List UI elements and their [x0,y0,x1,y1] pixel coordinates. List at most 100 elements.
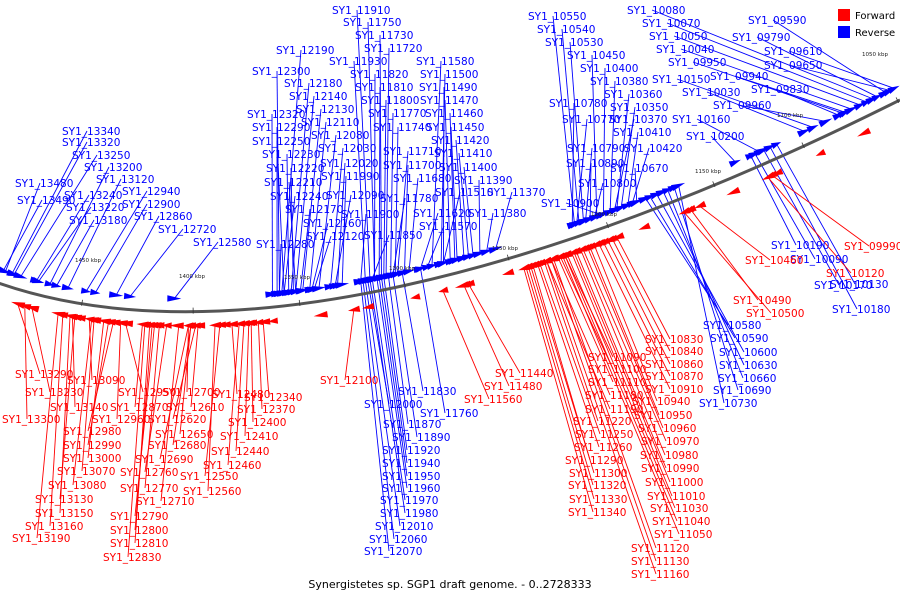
reverse-gene-glyph [402,269,415,276]
reverse-gene-label: SY1_11920 [382,445,440,457]
label-leader-line [680,48,852,110]
legend-forward-swatch [838,9,850,21]
label-leader-line [550,259,657,562]
label-leader-line [769,146,858,310]
forward-gene-glyph [225,320,239,328]
label-leader-line [468,284,521,374]
reverse-gene-label: SY1_10660 [718,373,776,385]
label-leader-line [598,243,671,390]
forward-gene-label: SY1_13300 [2,414,60,426]
label-leader-line [678,185,725,404]
label-leader-line [392,197,406,275]
label-leader-line [309,121,327,290]
forward-gene-label: SY1_11050 [654,529,712,541]
forward-gene-label: SY1_12680 [148,440,206,452]
reverse-gene-label: SY1_11970 [380,495,438,507]
forward-gene-label: SY1_12560 [183,486,241,498]
label-leader-line [772,19,886,93]
label-leader-line [190,325,199,408]
label-leader-line [706,91,805,132]
reverse-gene-label: SY1_10900 [541,198,599,210]
reverse-gene-label: SY1_09950 [668,57,726,69]
scale-tick-mark [712,181,716,188]
reverse-gene-label: SY1_09830 [751,84,809,96]
forward-gene-label: SY1_11330 [569,494,627,506]
forward-gene-glyph [218,321,231,328]
forward-gene-label: SY1_12340 [244,392,302,404]
label-leader-line [20,154,98,277]
reverse-gene-label: SY1_11370 [487,187,545,199]
reverse-gene-label: SY1_12220 [266,163,324,175]
reverse-gene-label: SY1_13200 [84,162,142,174]
label-leader-line [616,237,671,340]
forward-gene-label: SY1_11320 [568,480,626,492]
reverse-gene-label: SY1_10590 [710,333,768,345]
forward-gene-label: SY1_12830 [103,552,161,564]
reverse-gene-glyph [328,283,342,290]
label-leader-line [231,324,238,395]
reverse-gene-label: SY1_10350 [610,102,668,114]
forward-gene-label: SY1_10970 [641,436,699,448]
label-leader-line [776,143,856,285]
reverse-gene-label: SY1_10890 [566,158,624,170]
label-leader-line [478,179,481,254]
reverse-gene-glyph [13,271,28,279]
reverse-gene-label: SY1_11950 [382,471,440,483]
forward-gene-label: SY1_11130 [631,556,689,568]
forward-gene-label: SY1_11040 [652,516,710,528]
forward-gene-glyph [267,317,279,324]
label-leader-line [334,194,352,286]
label-leader-line [673,187,739,391]
forward-gene-glyph [678,207,691,215]
reverse-gene-glyph [882,87,897,97]
reverse-gene-glyph [123,292,137,300]
label-leader-line [426,225,445,268]
forward-gene-label: SY1_10500 [746,308,804,320]
reverse-gene-label: SY1_10540 [537,24,595,36]
reverse-gene-label: SY1_13320 [62,137,120,149]
label-leader-line [302,108,322,291]
forward-gene-label: SY1_13000 [63,453,121,465]
reverse-gene-label: SY1_13180 [69,215,127,227]
label-leader-line [463,166,474,256]
reverse-gene-label: SY1_11740 [373,122,431,134]
legend: Forward Reverse [838,9,895,39]
reverse-gene-label: SY1_10790 [567,143,625,155]
scale-tick-mark [606,222,609,229]
label-leader-line [378,277,408,477]
label-leader-line [571,253,673,497]
forward-gene-glyph [518,263,531,271]
label-leader-line [59,315,71,514]
label-leader-line [379,34,382,278]
forward-gene-glyph [233,320,246,327]
reverse-gene-glyph [295,288,306,295]
reverse-gene-label: SY1_09590 [748,15,806,27]
forward-gene-glyph [138,321,152,329]
forward-gene-label: SY1_12480 [212,389,270,401]
forward-gene-label: SY1_13090 [67,375,125,387]
reverse-gene-label: SY1_12250 [252,136,310,148]
forward-gene-glyph [73,315,87,322]
forward-gene-label: SY1_10460 [745,255,803,267]
reverse-gene-label: SY1_11800 [361,95,419,107]
label-leader-line [546,261,657,575]
forward-gene-label: SY1_12550 [180,471,238,483]
reverse-gene-label: SY1_11940 [382,458,440,470]
reverse-gene-glyph [488,246,503,254]
forward-gene-label: SY1_11560 [464,394,522,406]
label-leader-line [204,324,221,477]
label-leader-line [546,261,611,410]
label-leader-line [775,88,840,116]
label-leader-line [649,196,736,339]
reverse-gene-glyph [818,118,833,128]
reverse-gene-label: SY1_10160 [672,114,730,126]
forward-gene-glyph [161,322,172,329]
label-leader-line [612,239,671,352]
forward-gene-label: SY1_12870 [110,402,168,414]
label-leader-line [401,272,424,392]
forward-gene-glyph [410,293,421,300]
reverse-gene-label: SY1_13340 [62,126,120,138]
label-leader-line [589,246,660,416]
label-leader-line [38,206,92,282]
forward-gene-glyph [502,268,515,275]
